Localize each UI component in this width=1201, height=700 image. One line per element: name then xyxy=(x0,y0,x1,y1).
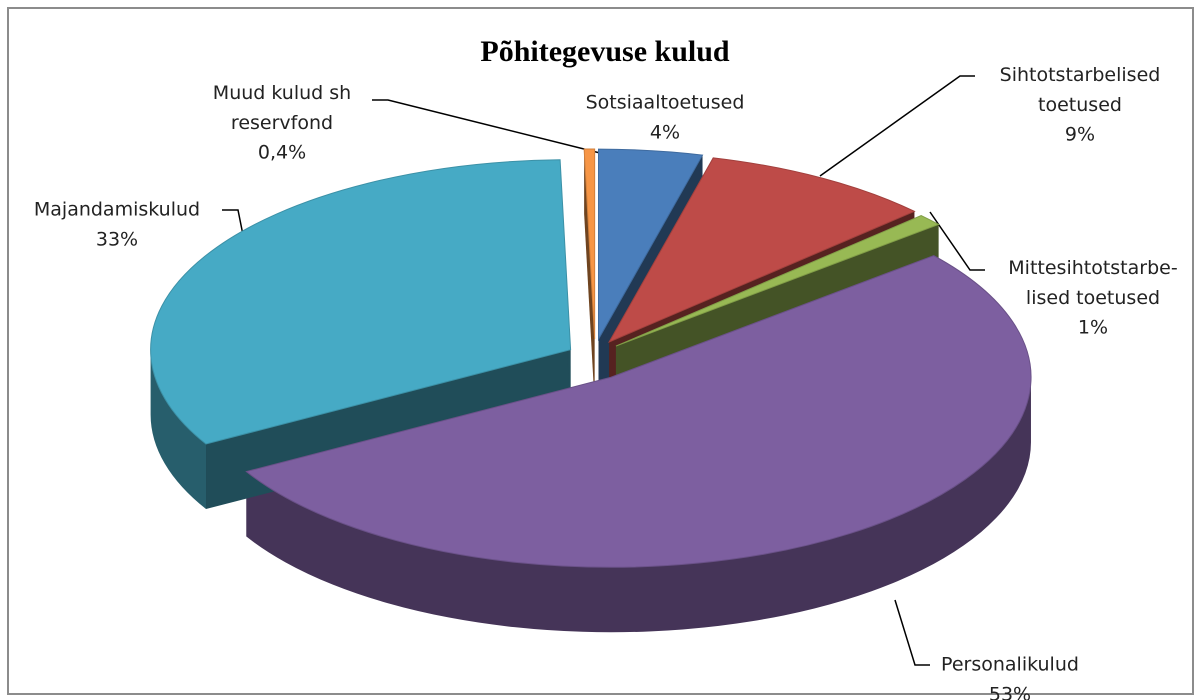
leader-line xyxy=(222,209,244,236)
leader-lines xyxy=(222,75,985,666)
value-label: 1% xyxy=(1078,317,1108,339)
leader-line xyxy=(819,75,975,177)
category-label: Sihtotstarbelised toetused xyxy=(1000,64,1161,116)
category-label: Sotsiaaltoetused xyxy=(586,92,745,114)
slice xyxy=(615,214,940,347)
leader-line xyxy=(929,211,985,271)
slice-side xyxy=(246,377,1031,633)
value-label: 53% xyxy=(989,684,1031,700)
chart-title: Põhitegevuse kulud xyxy=(480,35,730,68)
slice-wall xyxy=(584,149,595,405)
value-label: 0,4% xyxy=(258,142,306,164)
value-label: 9% xyxy=(1065,124,1095,146)
value-label: 4% xyxy=(650,122,680,144)
leader-line xyxy=(894,599,930,666)
slice-tops xyxy=(150,148,1032,568)
category-label: Personalikulud xyxy=(941,654,1079,676)
category-label: Majandamiskulud xyxy=(34,199,200,221)
slice xyxy=(608,157,916,343)
slice xyxy=(245,255,1032,568)
value-label: 33% xyxy=(96,229,138,251)
slice xyxy=(150,159,572,445)
slice-side xyxy=(150,349,207,510)
category-label: Muud kulud sh reservfond xyxy=(213,82,351,134)
category-label: Mittesihtotstarbe-lised toetused xyxy=(1008,257,1177,309)
leader-line xyxy=(372,99,609,156)
slice xyxy=(597,148,704,342)
slice xyxy=(583,148,596,340)
